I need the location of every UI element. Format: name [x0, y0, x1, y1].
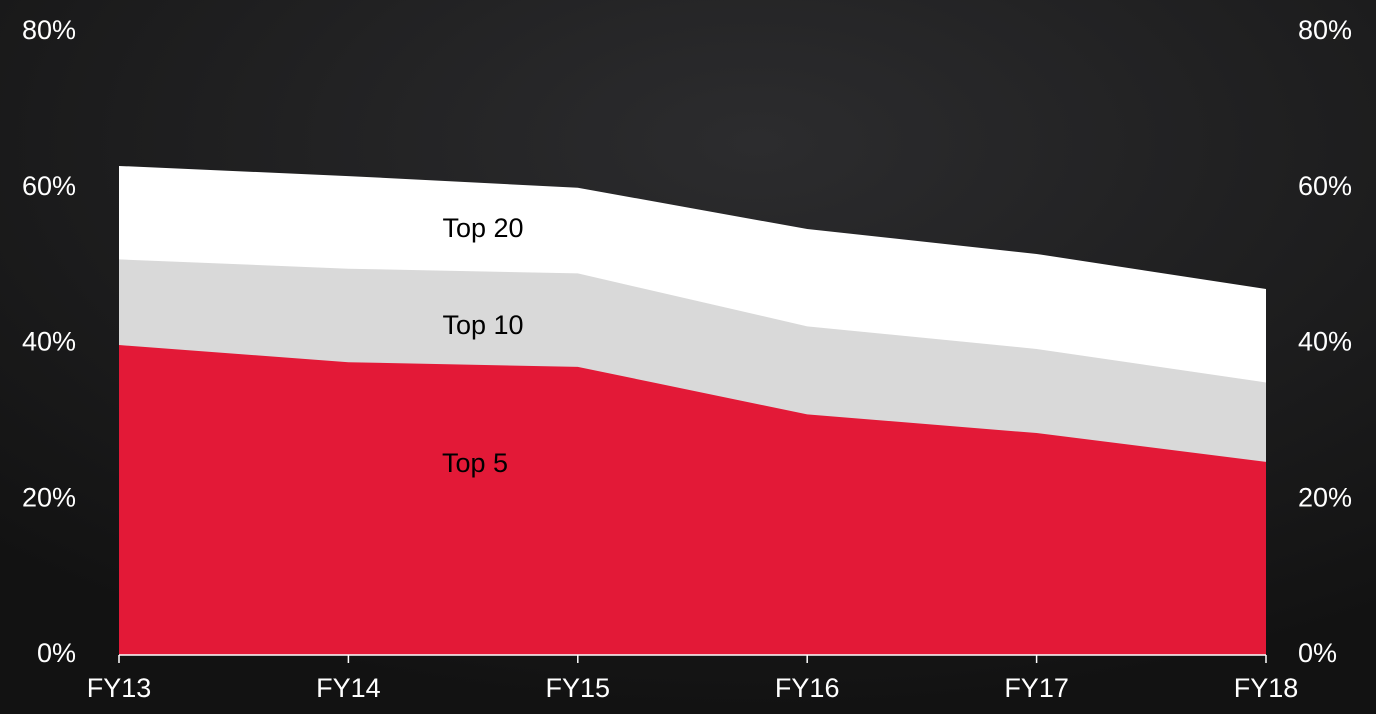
x-tick-label: FY16 — [775, 673, 840, 703]
series-label: Top 20 — [442, 213, 523, 243]
x-tick-label: FY18 — [1234, 673, 1299, 703]
y2-tick-label: 80% — [1298, 15, 1352, 45]
y-tick-label: 80% — [22, 15, 76, 45]
y2-tick-label: 40% — [1298, 327, 1352, 357]
series-label: Top 5 — [442, 448, 508, 478]
y-tick-label: 40% — [22, 327, 76, 357]
area — [119, 345, 1266, 655]
y-tick-label: 60% — [22, 171, 76, 201]
x-tick-label: FY13 — [87, 673, 152, 703]
y2-tick-label: 20% — [1298, 482, 1352, 512]
x-tick-label: FY15 — [546, 673, 611, 703]
x-tick-label: FY14 — [316, 673, 381, 703]
y2-tick-label: 60% — [1298, 171, 1352, 201]
y2-tick-label: 0% — [1298, 638, 1337, 668]
y-tick-label: 0% — [37, 638, 76, 668]
y-tick-label: 20% — [22, 482, 76, 512]
series-label: Top 10 — [442, 310, 523, 340]
x-tick-label: FY17 — [1004, 673, 1069, 703]
